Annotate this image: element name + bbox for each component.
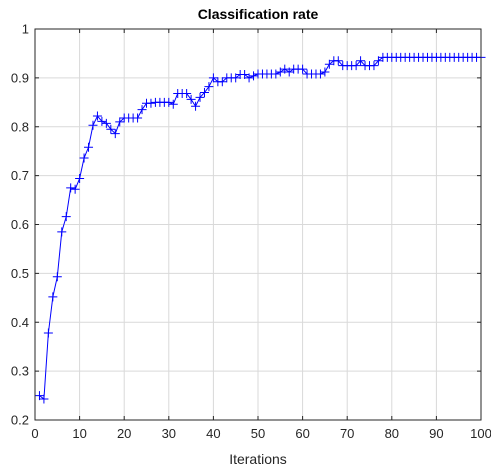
y-tick-label: 0.3 [11,364,29,379]
chart-title: Classification rate [198,6,319,22]
data-point-marker [356,56,366,66]
x-tick-labels: 0 10 20 30 40 50 60 70 80 90 100 [31,426,491,441]
data-point-marker [115,117,125,127]
data-point-marker [208,73,218,83]
series-layer [34,52,486,404]
data-point-marker [106,124,116,134]
data-point-marker [101,118,111,128]
data-point-marker [182,89,192,99]
x-tick-label: 0 [31,426,38,441]
data-point-marker [39,394,49,404]
data-point-marker [57,227,67,237]
tick-marks [34,28,482,421]
data-point-marker [369,61,379,71]
data-point-marker [97,116,107,126]
x-axis-label: Iterations [229,451,287,467]
data-point-marker [333,56,343,66]
y-tick-labels: 0.2 0.3 0.4 0.5 0.6 0.7 0.8 0.9 1 [11,22,29,428]
data-point-marker [61,212,71,222]
data-point-marker [84,142,94,152]
y-tick-label: 0.2 [11,413,29,428]
data-point-marker [75,174,85,184]
data-point-marker [92,111,102,121]
data-point-marker [48,292,58,302]
data-point-marker [191,101,201,111]
data-point-marker [249,71,259,81]
y-tick-label: 0.5 [11,266,29,281]
x-tick-label: 20 [117,426,131,441]
data-point-marker [52,272,62,282]
data-point-marker [110,129,120,139]
data-point-marker [195,92,205,102]
y-tick-label: 0.4 [11,315,29,330]
y-tick-label: 0.7 [11,168,29,183]
data-point-marker [217,77,227,87]
data-point-marker [43,328,53,338]
data-point-marker [351,61,361,71]
data-point-marker [298,64,308,74]
x-tick-label: 10 [72,426,86,441]
data-point-marker [244,73,254,83]
x-tick-label: 50 [251,426,265,441]
data-point-marker [271,69,281,79]
y-tick-label: 1 [22,22,29,37]
y-tick-label: 0.9 [11,70,29,85]
data-point-marker [146,98,156,108]
data-point-marker [164,97,174,107]
data-point-marker [137,105,147,115]
data-point-marker [133,113,143,123]
x-tick-label: 80 [385,426,399,441]
data-point-marker [320,67,330,77]
data-point-marker [70,184,80,194]
x-tick-label: 100 [470,426,491,441]
x-tick-label: 30 [162,426,176,441]
data-point-marker [79,153,89,163]
y-tick-label: 0.6 [11,217,29,232]
x-tick-label: 40 [206,426,220,441]
x-tick-label: 90 [429,426,443,441]
data-point-marker [88,120,98,130]
data-point-marker [186,94,196,104]
data-point-marker [199,88,209,98]
data-point-marker [66,183,76,193]
x-tick-label: 60 [295,426,309,441]
data-point-marker [204,82,214,92]
x-tick-label: 70 [340,426,354,441]
data-point-marker [315,69,325,79]
data-point-marker [168,99,178,109]
y-tick-label: 0.8 [11,119,29,134]
